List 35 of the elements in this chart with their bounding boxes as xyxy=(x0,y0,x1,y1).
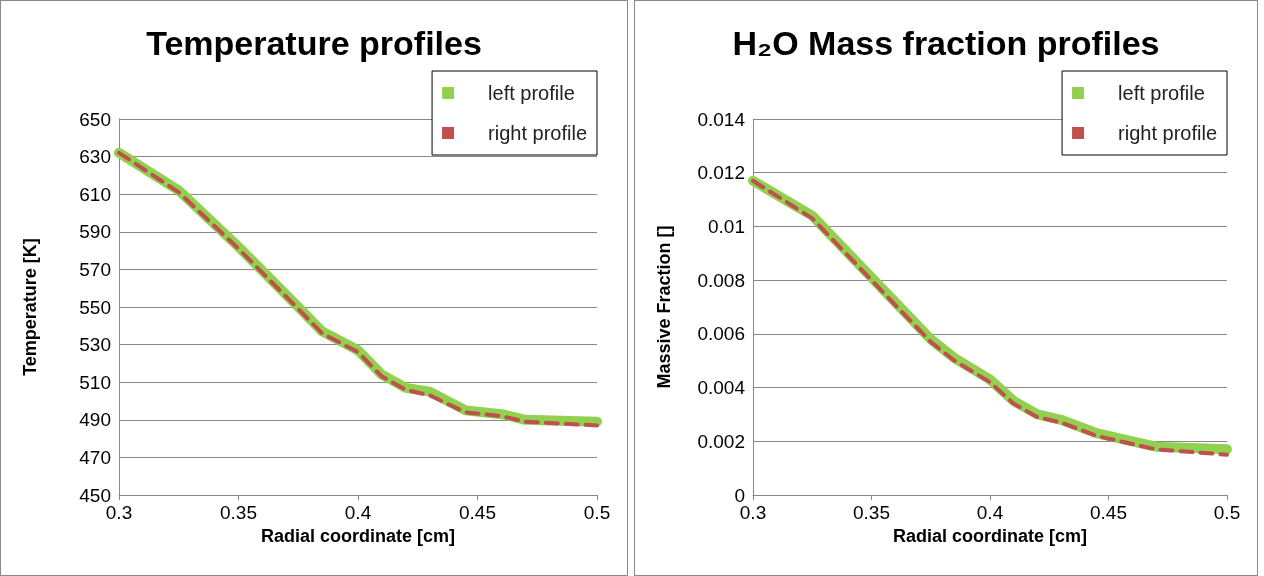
x-tick-label: 0.4 xyxy=(976,502,1004,523)
y-tick-label: 530 xyxy=(79,334,111,356)
y-axis-title: Massive Fraction [] xyxy=(654,225,674,389)
y-tick-label: 590 xyxy=(79,221,111,243)
y-tick-label: 650 xyxy=(79,108,111,130)
y-tick-label: 630 xyxy=(79,146,111,168)
y-tick-label: 510 xyxy=(79,371,111,393)
y-tick-label: 490 xyxy=(79,409,111,431)
x-tick-label: 0.5 xyxy=(1213,502,1241,523)
x-tick-label: 0.35 xyxy=(853,502,890,523)
legend-label: left profile xyxy=(1118,82,1205,104)
x-tick-label: 0.35 xyxy=(220,502,257,523)
x-tick-label: 0.45 xyxy=(459,502,496,523)
y-tick-label: 0.006 xyxy=(697,323,745,345)
y-tick-label: 0.002 xyxy=(697,430,745,452)
chart-title: Temperature profiles xyxy=(146,24,482,62)
y-tick-label: 550 xyxy=(79,296,111,318)
y-tick-label: 0.008 xyxy=(697,269,745,291)
legend-label: right profile xyxy=(488,122,587,144)
legend-label: right profile xyxy=(1118,122,1217,144)
y-tick-label: 0.01 xyxy=(708,215,745,237)
chart-title: H₂O Mass fraction profiles xyxy=(732,24,1160,62)
x-axis-title: Radial coordinate [cm] xyxy=(260,526,456,546)
x-tick-label: 0.5 xyxy=(583,502,611,523)
y-tick-label: 0.004 xyxy=(697,377,746,399)
x-tick-label: 0.45 xyxy=(1090,502,1127,523)
y-tick-label: 570 xyxy=(79,258,111,280)
y-tick-label: 0.012 xyxy=(697,162,745,184)
y-axis-title: Temperature [K] xyxy=(20,238,40,376)
y-tick-label: 470 xyxy=(79,446,111,468)
legend-label: left profile xyxy=(488,82,575,104)
y-tick-label: 0.014 xyxy=(697,108,746,130)
x-axis-title: Radial coordinate [cm] xyxy=(892,526,1088,546)
y-tick-label: 610 xyxy=(79,183,111,205)
x-tick-label: 0.4 xyxy=(344,502,372,523)
